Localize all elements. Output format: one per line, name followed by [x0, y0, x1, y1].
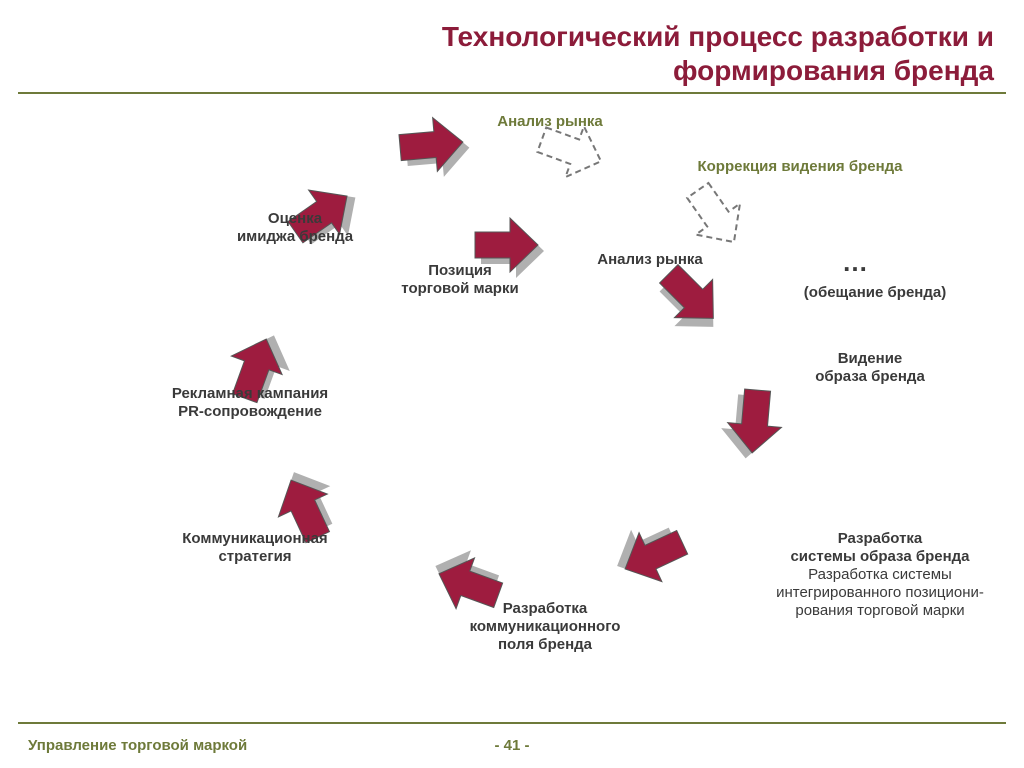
- diagram-label: Позицияторговой марки: [375, 262, 545, 298]
- diagram-label: Анализ рынка: [470, 113, 630, 131]
- slide-title: Технологический процесс разработки и фор…: [442, 20, 994, 87]
- title-line2: формирования бренда: [673, 55, 994, 86]
- flow-arrow-dashed: [666, 166, 763, 263]
- diagram-label: Видениеобраза бренда: [780, 350, 960, 386]
- title-line1: Технологический процесс разработки и: [442, 21, 994, 52]
- flow-arrow: [717, 382, 793, 458]
- diagram-label: …: [825, 247, 885, 278]
- diagram-label: Разработкасистемы образа брендаРазработк…: [750, 530, 1010, 620]
- hr-top: [18, 92, 1006, 94]
- diagram-label: Коррекция видения бренда: [670, 158, 930, 176]
- footer-left: Управление торговой маркой: [28, 737, 247, 754]
- diagram-label: (обещание бренда): [780, 284, 970, 302]
- flow-arrow: [608, 508, 701, 601]
- hr-bottom: [18, 722, 1006, 724]
- diagram-label: Разработкакоммуникационногополя бренда: [445, 600, 645, 654]
- flow-arrow: [392, 107, 468, 183]
- diagram-label: Рекламная кампанияPR-сопровождение: [145, 385, 355, 421]
- diagram-label: Оценкаимиджа бренда: [210, 210, 380, 246]
- diagram-label: Коммуникационнаястратегия: [155, 530, 355, 566]
- diagram-label: Анализ рынка: [580, 251, 720, 269]
- footer-page: - 41 -: [494, 737, 529, 754]
